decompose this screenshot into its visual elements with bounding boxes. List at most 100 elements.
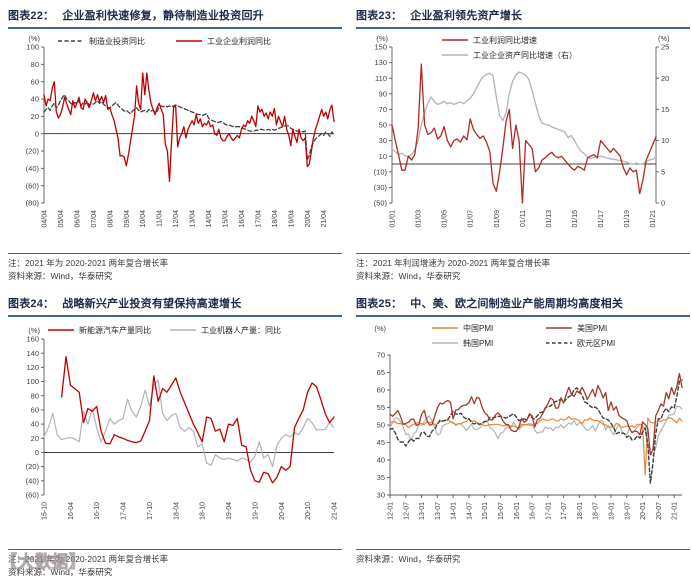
svg-text:0: 0 — [35, 448, 39, 457]
svg-text:(%): (%) — [28, 34, 40, 43]
svg-text:13/04: 13/04 — [190, 210, 197, 228]
svg-text:45: 45 — [377, 438, 385, 447]
svg-text:工业机器人产量：同比: 工业机器人产量：同比 — [201, 325, 281, 335]
svg-text:20: 20 — [31, 434, 39, 443]
svg-text:工业企业利润同比: 工业企业利润同比 — [207, 36, 271, 46]
figure-number: 图表23： — [356, 10, 403, 22]
svg-text:10/04: 10/04 — [140, 210, 147, 228]
svg-text:80: 80 — [31, 60, 39, 69]
svg-text:01/21: 01/21 — [650, 210, 657, 228]
svg-text:90: 90 — [379, 89, 387, 98]
svg-text:15-07: 15-07 — [498, 502, 505, 520]
figure-title: 企业盈利领先资产增长 — [410, 10, 523, 22]
svg-text:美国PMI: 美国PMI — [577, 323, 607, 333]
figure-title: 企业盈利快速修复，静待制造业投资回升 — [62, 10, 264, 22]
svg-text:(60): (60) — [26, 491, 40, 500]
svg-text:30: 30 — [377, 491, 385, 500]
svg-text:50: 50 — [377, 421, 385, 430]
svg-text:01/17: 01/17 — [598, 210, 605, 228]
svg-text:14/04: 14/04 — [206, 210, 213, 228]
svg-text:(50): (50) — [374, 199, 388, 208]
figure-title: 中、美、欧之间制造业产能周期均高度相关 — [410, 298, 624, 310]
svg-text:01/09: 01/09 — [494, 210, 501, 228]
svg-text:01/13: 01/13 — [546, 210, 553, 228]
svg-text:07/04: 07/04 — [91, 210, 98, 228]
svg-text:16-04: 16-04 — [68, 502, 75, 520]
svg-text:100: 100 — [26, 43, 39, 52]
svg-text:16/04: 16/04 — [239, 210, 246, 228]
svg-text:(%): (%) — [376, 34, 388, 43]
svg-text:(60): (60) — [26, 181, 40, 190]
line-chart-profit-vs-investment: 100 80 60 40 20 0 (20) (40) (60) (80) (%) 04/04 05/0… — [26, 34, 335, 228]
svg-text:14-01: 14-01 — [451, 502, 458, 520]
svg-text:17-10: 17-10 — [147, 502, 154, 520]
svg-text:40: 40 — [31, 95, 39, 104]
figure-panel-23: 图表23： 企业盈利领先资产增长 150 130 110 90 70 50 30 10 (10)… — [356, 4, 690, 283]
note-line: 注：2021 年利润增速为 2020-2021 两年复合增长率 — [356, 258, 551, 268]
svg-text:10: 10 — [379, 152, 387, 161]
figure-footnote: 注：2021 年为 2020-2021 两年复合增长率 资料来源：Wind，华泰… — [8, 253, 342, 283]
svg-text:韩国PMI: 韩国PMI — [463, 338, 493, 348]
figure-number: 图表24： — [8, 298, 55, 310]
note-line: 注：2021 年为 2020-2021 两年复合增长率 — [8, 258, 169, 268]
source-line: 资料来源：Wind，华泰研究 — [356, 554, 461, 564]
svg-text:06/04: 06/04 — [74, 210, 81, 228]
svg-text:(40): (40) — [26, 164, 40, 173]
svg-text:01/05: 01/05 — [442, 210, 449, 228]
svg-text:制造业投资同比: 制造业投资同比 — [89, 36, 145, 46]
svg-text:04/04: 04/04 — [42, 210, 49, 228]
figure-title: 战略新兴产业投资有望保持高速增长 — [62, 298, 242, 310]
line-chart-profit-vs-assets: 1501301109070503010(10)(30)(50)252015105… — [374, 34, 671, 228]
svg-text:20-10: 20-10 — [305, 502, 312, 520]
figure-title-bar: 图表25： 中、美、欧之间制造业产能周期均高度相关 — [356, 292, 690, 317]
svg-text:16-10: 16-10 — [94, 502, 101, 520]
svg-text:120: 120 — [26, 363, 39, 372]
svg-text:130: 130 — [374, 58, 387, 67]
svg-text:(80): (80) — [26, 199, 40, 208]
svg-text:5: 5 — [661, 167, 665, 176]
svg-text:16-01: 16-01 — [514, 502, 521, 520]
svg-text:20: 20 — [31, 112, 39, 121]
svg-text:19-10: 19-10 — [252, 502, 259, 520]
figure-number: 图表25： — [356, 298, 403, 310]
svg-text:20-07: 20-07 — [656, 502, 663, 520]
svg-text:40: 40 — [31, 420, 39, 429]
svg-text:18-04: 18-04 — [173, 502, 180, 520]
figure-panel-22: 图表22： 企业盈利快速修复，静待制造业投资回升 100 80 60 40 20 0 (20… — [8, 4, 342, 283]
line-chart-emerging-industries: 160 140 120 100 80 60 40 20 0 (20) (40) (60) (%) 15-1… — [26, 325, 339, 520]
svg-text:(%): (%) — [374, 324, 386, 333]
svg-text:09/04: 09/04 — [124, 210, 131, 228]
svg-text:17/04: 17/04 — [255, 210, 262, 228]
svg-text:21-04: 21-04 — [332, 502, 339, 520]
figure-footnote: 注：2021 年利润增速为 2020-2021 两年复合增长率 资料来源：Win… — [356, 253, 690, 283]
svg-text:65: 65 — [377, 368, 385, 377]
svg-text:60: 60 — [31, 77, 39, 86]
figure-panel-24: 图表24： 战略新兴产业投资有望保持高速增长 160 140 120 100 80 60 4… — [8, 292, 342, 576]
svg-text:60: 60 — [31, 406, 39, 415]
svg-text:01/03: 01/03 — [416, 210, 423, 228]
svg-text:13-07: 13-07 — [435, 502, 442, 520]
svg-text:12-01: 12-01 — [388, 502, 395, 520]
svg-text:01/15: 01/15 — [572, 210, 579, 228]
svg-text:新能源汽车产量同比: 新能源汽车产量同比 — [79, 325, 151, 335]
svg-text:19-07: 19-07 — [624, 502, 631, 520]
svg-text:40: 40 — [377, 456, 385, 465]
svg-text:140: 140 — [26, 349, 39, 358]
figure-title-bar: 图表22： 企业盈利快速修复，静待制造业投资回升 — [8, 4, 342, 29]
figure-title-bar: 图表23： 企业盈利领先资产增长 — [356, 4, 690, 29]
figure-number: 图表22： — [8, 10, 55, 22]
svg-text:工业利润同比增速: 工业利润同比增速 — [473, 35, 537, 45]
svg-text:01/01: 01/01 — [390, 210, 397, 228]
figure-footnote: 注：2021 年为 2020-2021 两年复合增长率 资料来源：Wind，华泰… — [8, 549, 342, 576]
svg-text:17-07: 17-07 — [561, 502, 568, 520]
svg-text:08/04: 08/04 — [107, 210, 114, 228]
svg-text:100: 100 — [26, 377, 39, 386]
svg-text:17-04: 17-04 — [121, 502, 128, 520]
svg-text:150: 150 — [374, 43, 387, 52]
line-chart-pmi-comparison: 70 65 60 55 50 45 40 35 30 (%) 12-01 12-07 13-01 13-0… — [374, 323, 683, 520]
svg-text:(%): (%) — [658, 34, 670, 43]
svg-text:21/04: 21/04 — [321, 210, 328, 228]
svg-text:10: 10 — [661, 136, 669, 145]
svg-text:(30): (30) — [374, 183, 388, 192]
